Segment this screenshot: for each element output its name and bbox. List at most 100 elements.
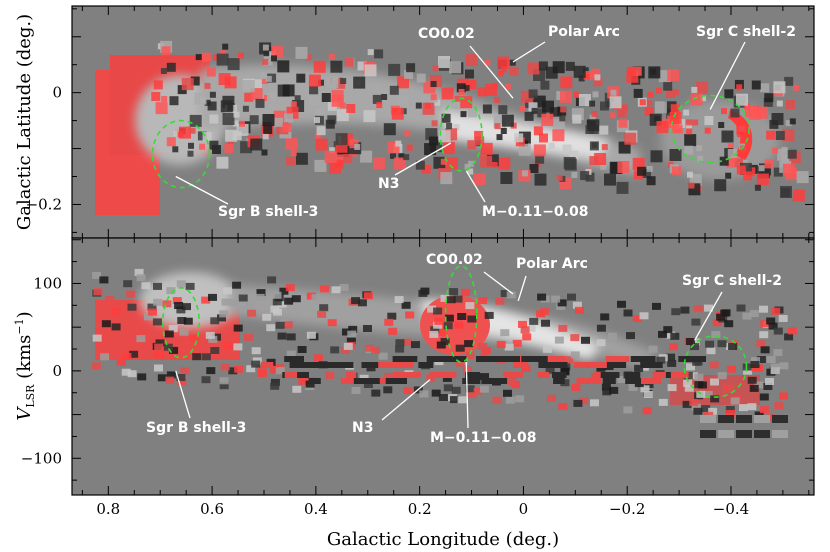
emission-streak [736, 415, 752, 423]
emission-pixel [697, 155, 704, 162]
emission-pixel [119, 332, 129, 339]
emission-pixel [325, 371, 335, 379]
emission-pixel [529, 164, 539, 173]
emission-pixel [536, 310, 546, 318]
emission-pixel [589, 114, 596, 121]
emission-pixel [473, 173, 486, 186]
emission-pixel [174, 302, 184, 309]
emission-pixel [609, 386, 619, 394]
emission-pixel [330, 60, 343, 73]
emission-pixel [220, 100, 233, 113]
emission-streak [361, 362, 389, 368]
emission-streak [429, 372, 457, 378]
emission-streak [392, 356, 418, 362]
emission-pixel [669, 149, 682, 161]
x-tick-label: 0 [519, 500, 529, 518]
emission-pixel [313, 354, 323, 362]
emission-pixel [644, 107, 654, 116]
emission-pixel [228, 139, 234, 146]
emission-pixel [153, 298, 163, 306]
emission-pixel [438, 130, 451, 143]
emission-pixel [262, 44, 269, 51]
emission-pixel [560, 90, 572, 103]
emission-pixel [491, 82, 498, 89]
emission-pixel [197, 131, 207, 141]
emission-pixel [176, 306, 186, 314]
emission-pixel [644, 381, 654, 388]
emission-streak [537, 372, 549, 378]
emission-pixel [397, 76, 409, 89]
emission-pixel [461, 288, 471, 296]
emission-pixel [759, 331, 769, 339]
emission-pixel [163, 343, 173, 351]
emission-pixel [449, 61, 462, 74]
emission-pixel [212, 54, 219, 61]
emission-pixel [719, 156, 729, 166]
emission-pixel [589, 100, 596, 107]
emission-pixel [228, 367, 238, 375]
top-annotations: CO0.02 Polar Arc Sgr C shell-2 N3 M−0.11−0.0… [175, 24, 796, 220]
emission-pixel [183, 317, 193, 325]
emission-pixel [387, 312, 397, 320]
emission-pixel [346, 104, 356, 113]
emission-pixel [384, 318, 394, 326]
emission-pixel [160, 68, 167, 74]
emission-pixel [666, 89, 675, 98]
emission-pixel [430, 326, 440, 334]
emission-pixel [404, 69, 414, 79]
emission-pixel [467, 168, 474, 175]
emission-pixel [458, 89, 465, 95]
emission-pixel [270, 382, 280, 390]
emission-pixel [639, 312, 649, 320]
emission-pixel [773, 81, 786, 94]
emission-pixel [182, 303, 191, 311]
emission-pixel [670, 332, 680, 340]
emission-pixel [157, 374, 167, 382]
emission-pixel [394, 157, 406, 170]
emission-pixel [521, 170, 528, 177]
emission-pixel [591, 68, 601, 78]
emission-pixel [766, 130, 776, 140]
emission-pixel [479, 385, 489, 393]
emission-pixel [628, 384, 638, 391]
emission-pixel [460, 111, 467, 118]
emission-pixel [270, 305, 280, 313]
emission-pixel [637, 166, 647, 176]
emission-pixel [686, 119, 693, 126]
emission-pixel [496, 134, 503, 141]
emission-pixel [467, 80, 477, 89]
emission-pixel [564, 356, 574, 364]
emission-pixel [344, 57, 354, 67]
emission-pixel [779, 362, 789, 370]
emission-pixel [754, 381, 764, 389]
emission-pixel [209, 91, 216, 98]
emission-pixel [480, 155, 493, 168]
emission-pixel [233, 111, 240, 118]
emission-pixel [609, 112, 616, 119]
emission-pixel [285, 284, 295, 292]
emission-pixel [639, 99, 646, 106]
emission-pixel [201, 353, 211, 361]
emission-pixel [749, 384, 759, 392]
emission-pixel [166, 287, 176, 295]
emission-pixel [663, 326, 673, 334]
emission-pixel [161, 46, 171, 56]
emission-pixel [290, 150, 297, 156]
emission-pixel [190, 76, 200, 86]
emission-pixel [373, 157, 385, 170]
emission-pixel [626, 332, 635, 340]
emission-pixel [271, 46, 284, 59]
emission-pixel [618, 118, 628, 128]
emission-pixel [464, 163, 471, 170]
emission-streak [447, 356, 461, 362]
emission-pixel [581, 336, 590, 344]
emission-streak [670, 372, 689, 378]
emission-pixel [403, 154, 410, 161]
emission-pixel [246, 365, 256, 373]
annotation-label: Sgr B shell-3 [146, 420, 246, 436]
emission-pixel [450, 396, 459, 404]
emission-pixel [363, 381, 373, 388]
emission-streak [393, 372, 411, 378]
emission-pixel [503, 389, 512, 397]
emission-pixel [646, 100, 653, 107]
